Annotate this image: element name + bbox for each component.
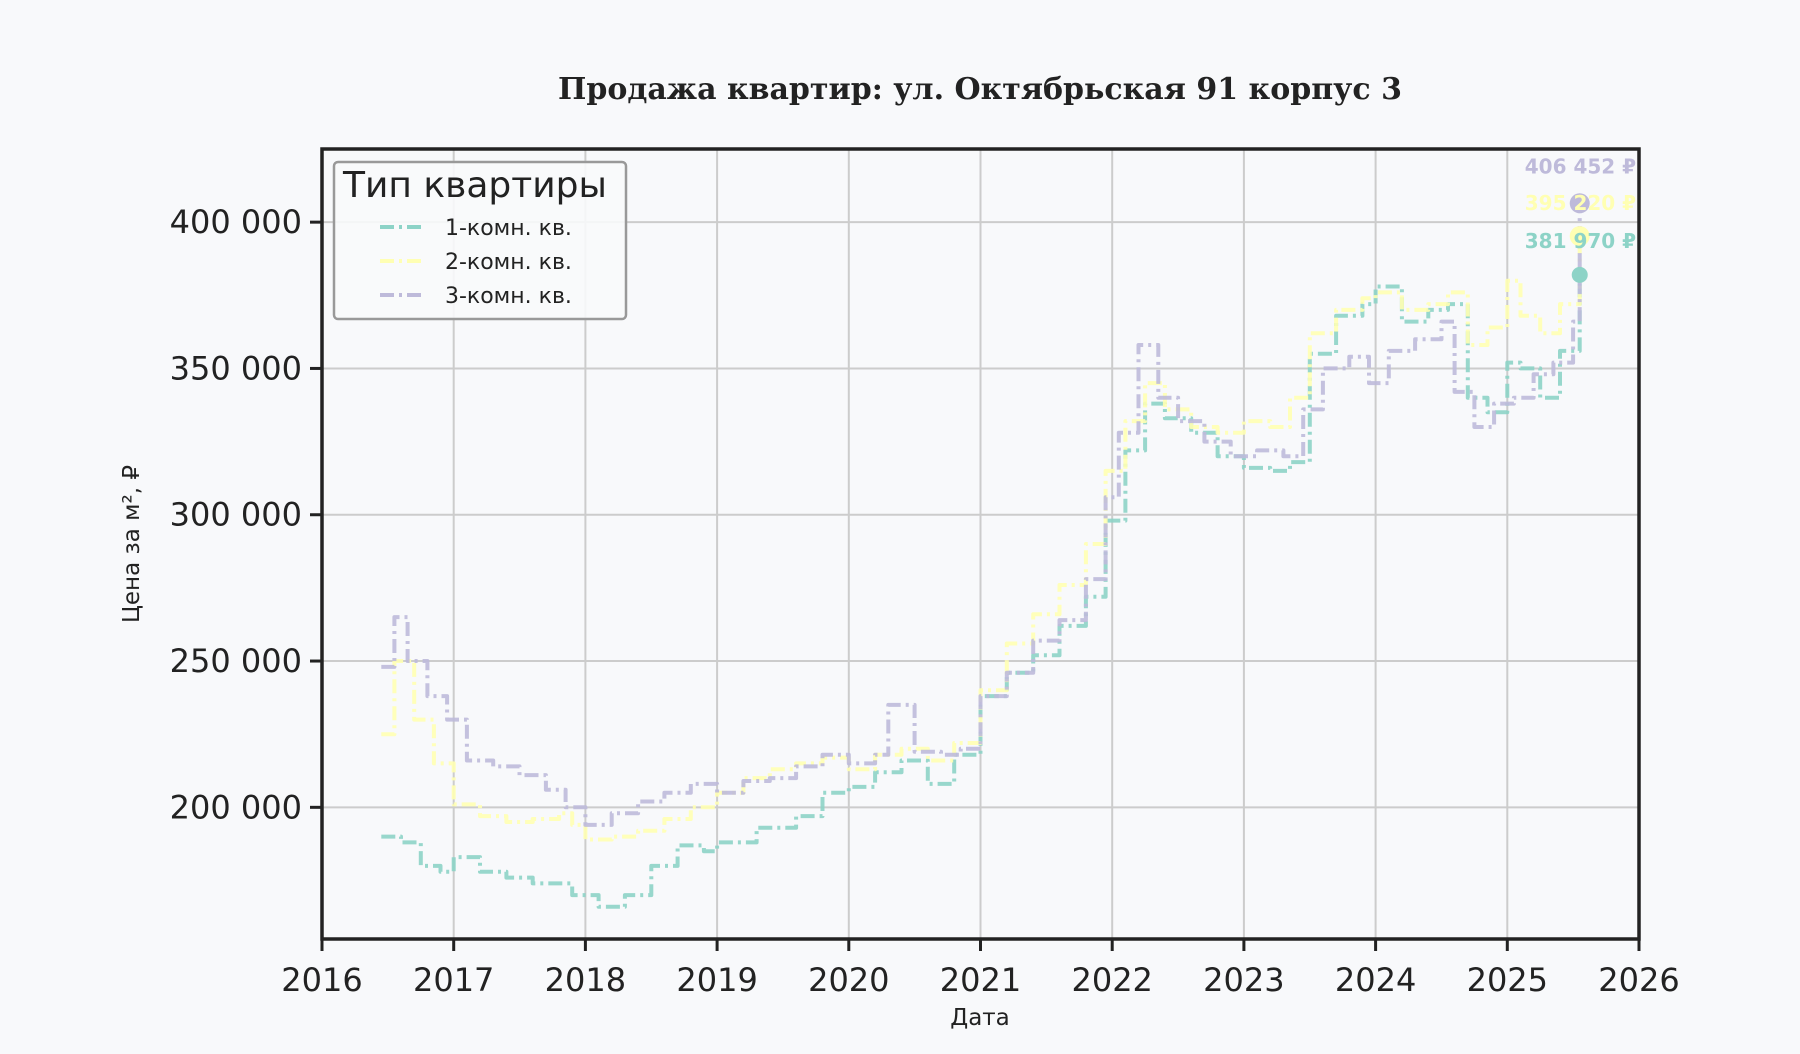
legend-box — [332, 160, 628, 321]
series-line-1 — [381, 274, 1582, 909]
x-tick-label: 2017 — [413, 961, 494, 999]
end-value-label: 395 220 ₽ — [1525, 191, 1636, 215]
legend-label: 2-комн. кв. — [445, 250, 572, 275]
end-point-marker — [1569, 193, 1590, 214]
x-tick-label: 2018 — [545, 961, 626, 999]
x-tick-label: 2024 — [1335, 961, 1416, 999]
x-axis-label: Дата — [950, 1005, 1010, 1031]
end-point-annotations: 406 452 ₽ 395 220 ₽ 381 970 ₽ — [1525, 154, 1636, 283]
axis-ticks: 2016 2017 2018 2019 2020 2021 2022 2023 2024 2025… — [170, 203, 1680, 999]
series-line-2 — [381, 236, 1582, 842]
x-tick-label: 2022 — [1071, 961, 1152, 999]
end-point-marker — [1571, 266, 1588, 283]
legend-items: 1-комн. кв. 2-комн. кв. 3-комн. кв. — [380, 216, 572, 309]
y-tick-label: 200 000 — [170, 788, 302, 826]
legend: Тип квартиры 1-комн. кв. 2-комн. кв. 3-ком… — [332, 160, 628, 321]
x-tick-label: 2026 — [1598, 961, 1679, 999]
x-tick-label: 2025 — [1467, 961, 1548, 999]
y-tick-label: 250 000 — [170, 642, 302, 680]
y-axis-label: Цена за м², ₽ — [119, 465, 145, 623]
y-tick-label: 300 000 — [170, 496, 302, 534]
x-tick-label: 2020 — [808, 961, 889, 999]
y-tick-label: 350 000 — [170, 349, 302, 387]
chart-title: Продажа квартир: ул. Октябрьская 91 корп… — [558, 72, 1402, 107]
legend-label: 1-комн. кв. — [445, 216, 572, 241]
y-tick-label: 400 000 — [170, 203, 302, 241]
end-value-label: 381 970 ₽ — [1525, 229, 1636, 253]
end-point-marker — [1569, 226, 1590, 247]
x-tick-label: 2023 — [1203, 961, 1284, 999]
x-tick-label: 2016 — [281, 961, 362, 999]
x-tick-label: 2021 — [940, 961, 1021, 999]
end-value-label: 406 452 ₽ — [1525, 154, 1636, 178]
series-line-3 — [381, 203, 1582, 827]
legend-title: Тип квартиры — [342, 165, 607, 206]
legend-label: 3-комн. кв. — [445, 284, 572, 309]
x-tick-label: 2019 — [676, 961, 757, 999]
series-lines — [381, 203, 1582, 909]
